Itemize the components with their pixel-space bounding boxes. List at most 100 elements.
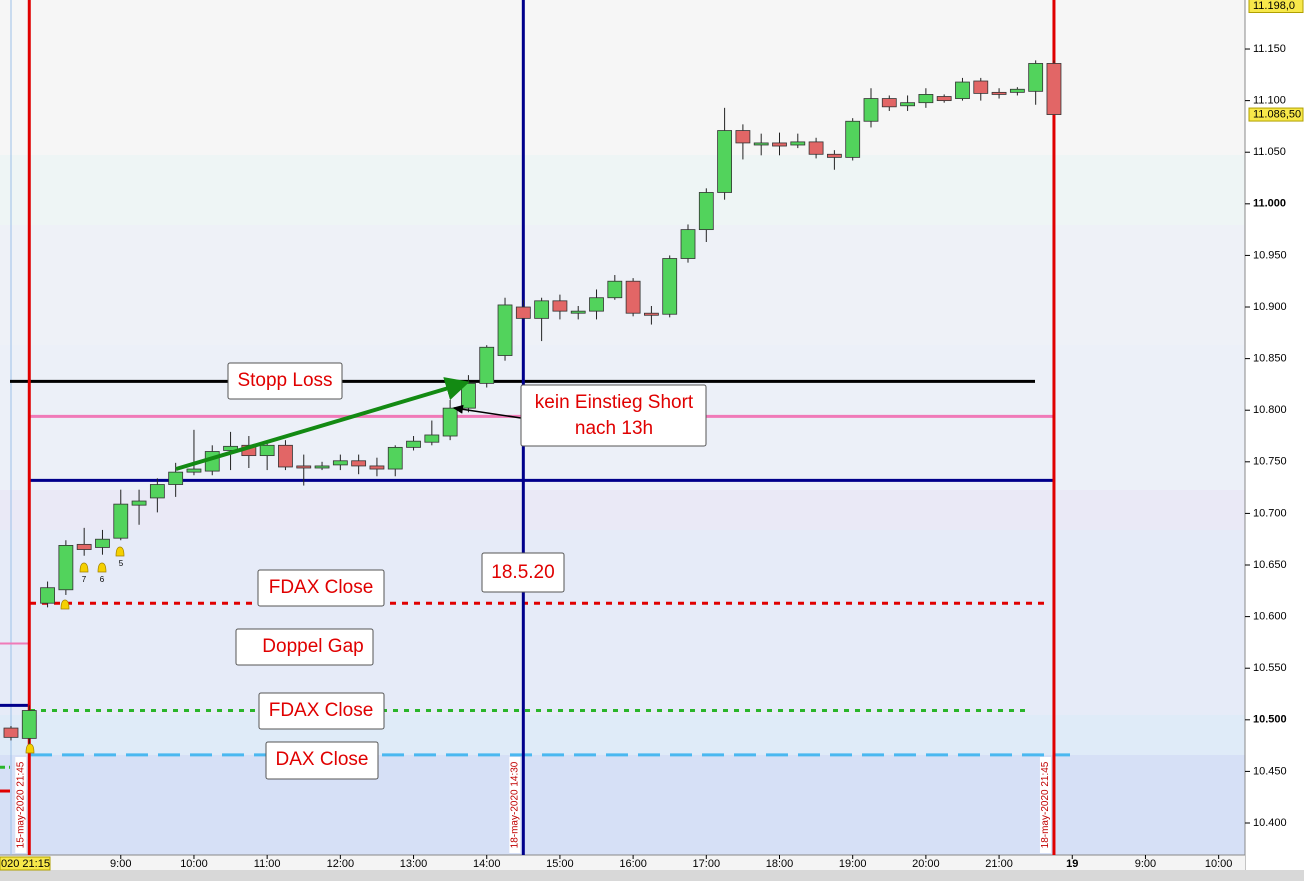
candle-body <box>863 98 879 122</box>
candle-body <box>625 280 641 314</box>
candle-body <box>149 484 165 499</box>
y-tick-label: 10.450 <box>1253 765 1287 777</box>
x-tick-label: 18:00 <box>766 858 794 870</box>
candle-body <box>479 346 495 384</box>
candle-body <box>314 465 330 469</box>
cursor-box <box>0 856 51 871</box>
candle-body <box>76 543 92 550</box>
alert-label: 6 <box>100 575 105 584</box>
x-tick-label: 10:00 <box>1205 858 1233 870</box>
alert-label: 7 <box>82 575 87 584</box>
x-tick-label: 19 <box>1066 858 1078 870</box>
alerts <box>25 546 125 754</box>
candle-body <box>790 141 806 146</box>
x-tick-label: 12:00 <box>327 858 355 870</box>
candle-body <box>772 142 787 147</box>
y-tick-label: 10.700 <box>1253 507 1287 519</box>
candle-body <box>442 407 458 437</box>
candle-body <box>186 468 202 473</box>
candle-body <box>113 503 129 539</box>
annotation: kein Einstieg Short <box>535 392 694 413</box>
candle-body <box>826 153 842 158</box>
y-tick-label: 11.050 <box>1253 146 1286 158</box>
arrow <box>452 404 522 419</box>
candle-body <box>735 130 751 144</box>
y-tick-label: 10.500 <box>1253 714 1287 726</box>
candle-body <box>936 96 952 102</box>
vertical-label-box <box>15 757 27 853</box>
x-tick-label: 17:00 <box>693 858 721 870</box>
candle-body <box>497 304 513 356</box>
candle-body <box>95 538 110 548</box>
candle-body <box>1009 88 1025 93</box>
candle-body <box>21 710 37 739</box>
y-tick-label: 10.550 <box>1253 662 1287 674</box>
x-tick-label: 14:00 <box>473 858 501 870</box>
candle-body <box>955 81 970 99</box>
candle-body <box>461 382 476 409</box>
annotation: nach 13h <box>575 418 653 439</box>
alert-label: 5 <box>119 559 124 568</box>
candle-body <box>1028 63 1044 92</box>
x-tick-label: 21:00 <box>985 858 1013 870</box>
candle-body <box>168 471 184 485</box>
y-tick-label: 10.900 <box>1253 301 1287 313</box>
candle-body <box>589 297 604 312</box>
candle-body <box>58 545 74 591</box>
vertical-label: 18-may-2020 14:30 <box>509 761 520 848</box>
candle-body <box>3 727 19 738</box>
annotation: FDAX Close <box>269 577 374 598</box>
candle-body <box>351 460 367 467</box>
candle-body <box>991 91 1007 95</box>
candle-body <box>278 444 293 468</box>
arrow <box>175 377 470 471</box>
x-tick-label: 13:00 <box>400 858 428 870</box>
price-box <box>1248 107 1304 122</box>
price-box <box>1248 0 1304 13</box>
candle-body <box>131 500 147 506</box>
candle-body <box>534 300 550 319</box>
candle-body <box>1046 63 1062 115</box>
candle-body <box>387 446 403 470</box>
vertical-label-box <box>509 757 521 853</box>
x-tick-label: 9:00 <box>110 858 131 870</box>
candle-body <box>662 258 678 315</box>
price-label: 11.086,50 <box>1253 108 1301 120</box>
y-tick-label: 10.650 <box>1253 559 1287 571</box>
y-tick-label: 10.850 <box>1253 353 1287 365</box>
candle-body <box>223 445 238 451</box>
annotation: 18.5.20 <box>491 562 554 583</box>
candle-body <box>259 444 275 457</box>
candle-body <box>515 306 531 319</box>
y-tick-label: 10.400 <box>1253 817 1287 829</box>
y-tick-label: 10.750 <box>1253 456 1287 468</box>
y-tick-label: 11.000 <box>1253 198 1286 210</box>
candle-body <box>918 94 934 104</box>
annotation: FDAX Close <box>269 700 374 721</box>
y-tick-label: 10.600 <box>1253 611 1287 623</box>
y-tick-label: 10.950 <box>1253 249 1287 261</box>
candle-body <box>881 98 897 108</box>
candle-body <box>808 141 824 155</box>
annotation: Doppel Gap <box>262 636 363 657</box>
candle-body <box>570 310 586 314</box>
annotation: Stopp Loss <box>237 370 332 391</box>
x-tick-label: 11:00 <box>254 858 281 870</box>
vertical-label: 15-may-2020 21:45 <box>15 761 26 848</box>
x-tick-label: 10:00 <box>180 858 208 870</box>
y-tick-label: 11.150 <box>1253 43 1286 55</box>
candle-body <box>900 102 915 107</box>
x-tick-label: 9:00 <box>1135 858 1156 870</box>
candle-body <box>40 587 55 604</box>
cursor-label: 020 21:15 <box>1 858 50 870</box>
candle-body <box>424 434 440 443</box>
vertical-label-box <box>1039 757 1051 853</box>
candle-body <box>296 465 312 469</box>
x-tick-label: 15:00 <box>546 858 574 870</box>
candle-body <box>680 229 696 259</box>
annotation: DAX Close <box>276 749 369 770</box>
price-label: 11.198,0 <box>1253 0 1295 12</box>
x-tick-label: 16:00 <box>619 858 647 870</box>
candle-body <box>332 460 348 466</box>
